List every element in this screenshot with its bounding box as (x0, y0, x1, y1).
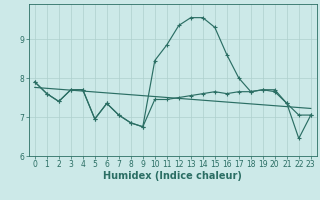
X-axis label: Humidex (Indice chaleur): Humidex (Indice chaleur) (103, 171, 242, 181)
